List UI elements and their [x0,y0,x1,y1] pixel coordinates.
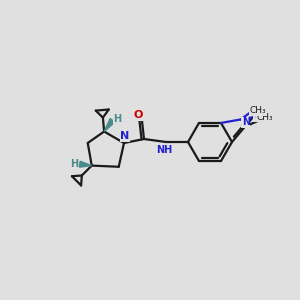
Text: N: N [120,131,130,141]
Polygon shape [80,161,92,167]
Text: NH: NH [156,145,172,155]
Text: CH₃: CH₃ [250,106,266,115]
Text: H: H [113,114,122,124]
Polygon shape [104,118,115,131]
Text: N: N [254,111,262,121]
Text: N: N [242,117,250,128]
Text: O: O [133,110,143,120]
Text: H: H [70,159,78,169]
Text: CH₃: CH₃ [256,113,273,122]
